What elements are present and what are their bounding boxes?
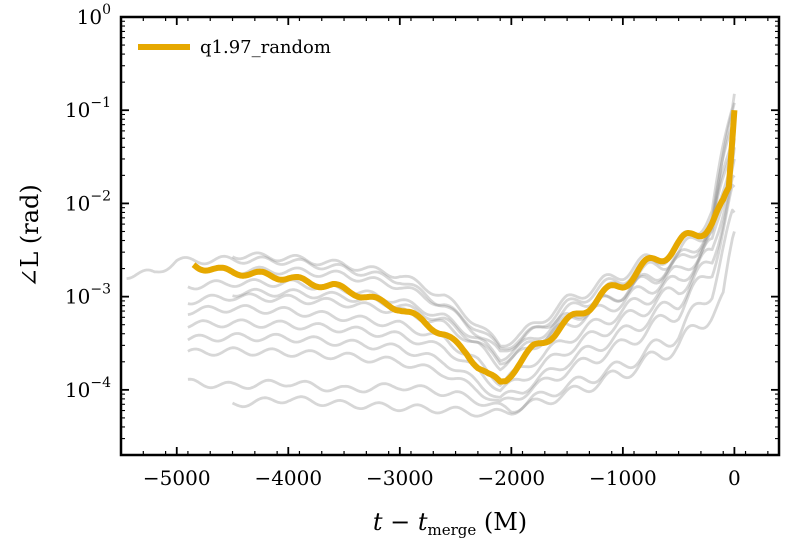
background-series-line — [232, 124, 736, 366]
background-series-line — [187, 208, 736, 414]
y-axis-title: ∠L (rad) — [16, 184, 44, 288]
highlight-series-line — [191, 109, 738, 385]
background-series-line — [187, 147, 736, 387]
background-series-line — [187, 183, 736, 403]
x-tick-label: −4000 — [254, 466, 322, 490]
x-tick-label: −3000 — [366, 466, 434, 490]
background-series-line — [231, 231, 736, 418]
x-axis-title-main: t − t — [373, 508, 428, 536]
background-series-line — [187, 138, 736, 372]
x-tick-label: −5000 — [143, 466, 211, 490]
background-series-line — [187, 130, 736, 363]
x-axis-title-unit: (M) — [476, 508, 527, 536]
y-tick-label: 10−2 — [65, 188, 111, 215]
y-tick-label: 10−4 — [65, 375, 111, 402]
legend-label: q1.97_random — [200, 37, 331, 58]
legend: q1.97_random — [138, 37, 331, 58]
x-axis-title-subscript: merge — [427, 521, 476, 539]
plot-frame — [119, 15, 781, 457]
y-tick-label: 10−3 — [65, 282, 111, 309]
background-series-line — [187, 174, 736, 399]
y-tick-label: 10−1 — [65, 95, 111, 122]
x-axis: −5000 −4000 −3000 −2000 −1000 0 — [120, 17, 769, 490]
x-tick-label: −2000 — [478, 466, 546, 490]
background-series-line — [187, 158, 736, 393]
y-axis: 100 10−1 10−2 10−3 10−4 — [65, 2, 779, 456]
plot-background — [121, 17, 779, 455]
x-tick-label: −1000 — [589, 466, 657, 490]
x-tick-label: 0 — [728, 466, 741, 490]
y-tick-label: 100 — [77, 2, 111, 29]
x-axis-title: t − tmerge (M) — [373, 508, 527, 539]
highlight-series-group — [191, 109, 738, 385]
